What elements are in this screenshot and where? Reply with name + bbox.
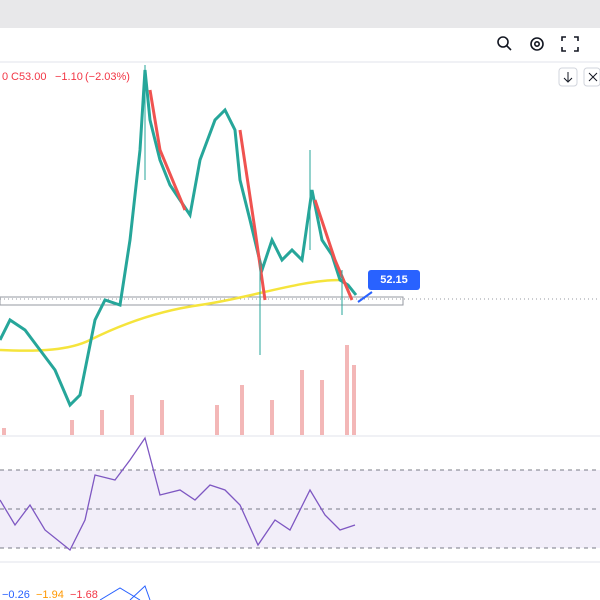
wicks [144,65,343,355]
indicator-value: −1.68 [70,589,98,600]
price-candles-down [148,89,354,301]
price-tag-pointer [357,291,373,303]
zoom-icon[interactable] [497,36,512,51]
price-candles [0,69,358,408]
macd-lines [99,585,151,600]
pane-buttons [558,67,600,87]
toolbar [0,28,600,62]
down-arrow [563,72,573,83]
ohlc-change-percent: (−2.03%) [85,71,130,83]
moving-average [0,278,341,352]
price-tag [368,270,420,290]
settings-icon[interactable] [530,37,544,51]
price-tag-label: 52.15 [380,274,408,286]
browser-bar [0,0,600,28]
ohlc-close: C53.00 [11,71,46,83]
collapse-glyph [588,72,598,82]
fullscreen-icon[interactable] [561,36,579,52]
rsi-line [0,436,356,552]
ohlc-prefix: 0 [2,71,8,83]
collapse-button[interactable] [583,67,600,87]
volume-bars [2,345,356,435]
ohlc-change: −1.10 [55,71,83,83]
indicator-value: −1.94 [36,589,64,600]
indicator-value: −0.26 [2,589,30,600]
